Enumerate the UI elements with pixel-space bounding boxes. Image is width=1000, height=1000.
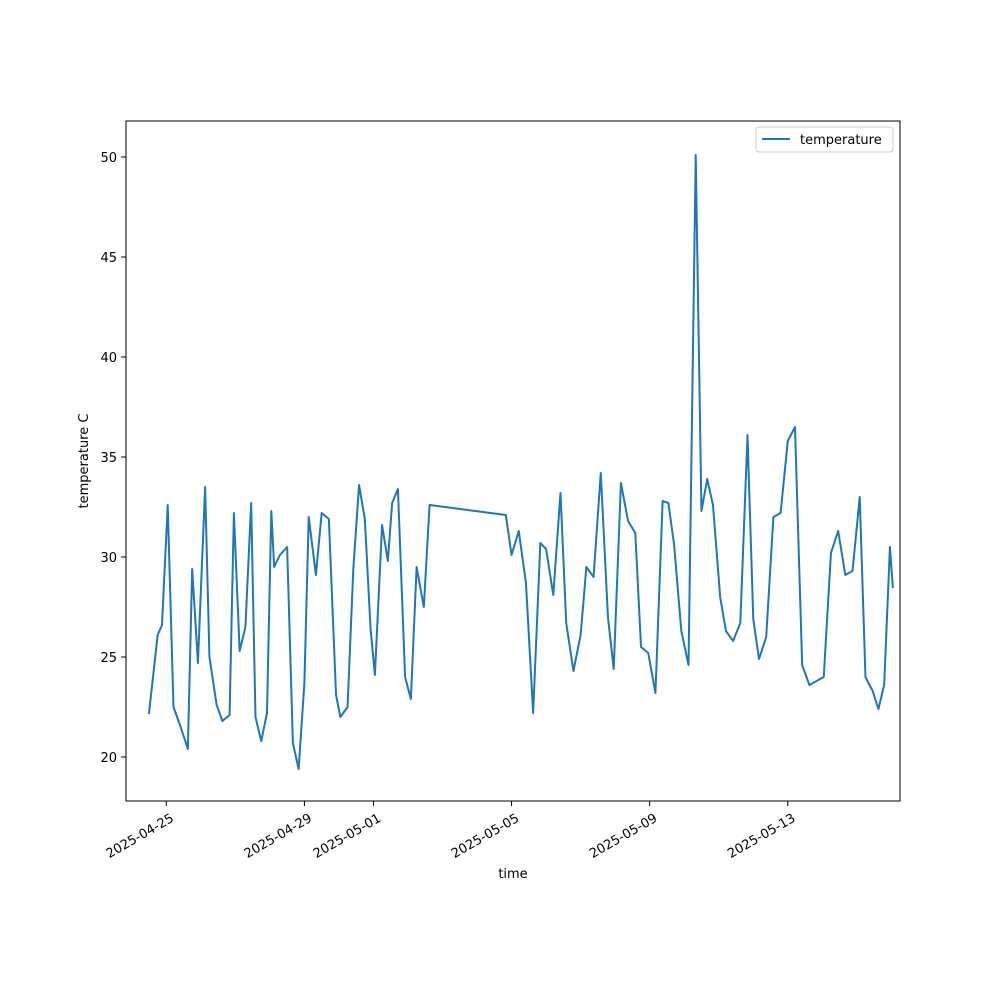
y-tick-label: 20 <box>100 751 117 766</box>
y-tick-label: 50 <box>100 151 117 166</box>
plot-area <box>147 154 894 770</box>
y-tick-label: 40 <box>100 351 117 366</box>
legend-box <box>755 126 894 153</box>
y-tick-label: 30 <box>100 551 117 566</box>
y-axis-ticks: 20 25 30 35 40 45 50 <box>100 151 126 766</box>
legend-label-temperature: temperature <box>800 133 882 148</box>
series-line-temperature <box>147 154 894 770</box>
y-tick-label: 45 <box>100 251 117 266</box>
y-tick-label: 35 <box>100 451 117 466</box>
axes-frame <box>125 120 901 802</box>
y-axis-label: temperature C <box>77 414 92 509</box>
y-tick-label: 25 <box>100 651 117 666</box>
x-axis-label: time <box>498 867 527 882</box>
legend: temperature <box>755 126 894 153</box>
